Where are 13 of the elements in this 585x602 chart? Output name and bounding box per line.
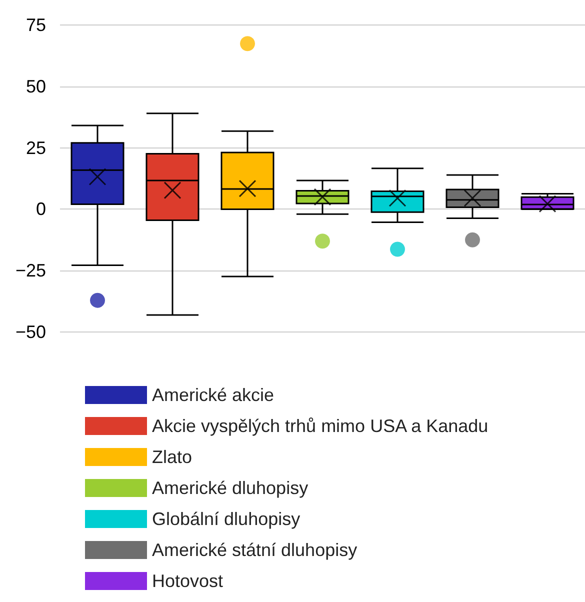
y-tick-label: 75 xyxy=(26,15,46,35)
legend-label: Americké dluhopisy xyxy=(152,478,308,498)
legend-label: Hotovost xyxy=(152,571,224,591)
legend-label: Zlato xyxy=(152,447,192,467)
y-tick-label: 0 xyxy=(36,199,46,220)
y-tick-label: −50 xyxy=(15,322,46,342)
legend-label: Akcie vyspělých trhů mimo USA a Kanadu xyxy=(152,416,488,436)
y-tick-label: 50 xyxy=(26,76,46,96)
legend-label: Americké státní dluhopisy xyxy=(152,540,358,560)
y-tick-label: 25 xyxy=(26,138,46,158)
y-tick-label: −25 xyxy=(15,260,46,281)
legend-label: Globální dluhopisy xyxy=(152,509,300,529)
legend-label: Americké akcie xyxy=(152,385,274,405)
